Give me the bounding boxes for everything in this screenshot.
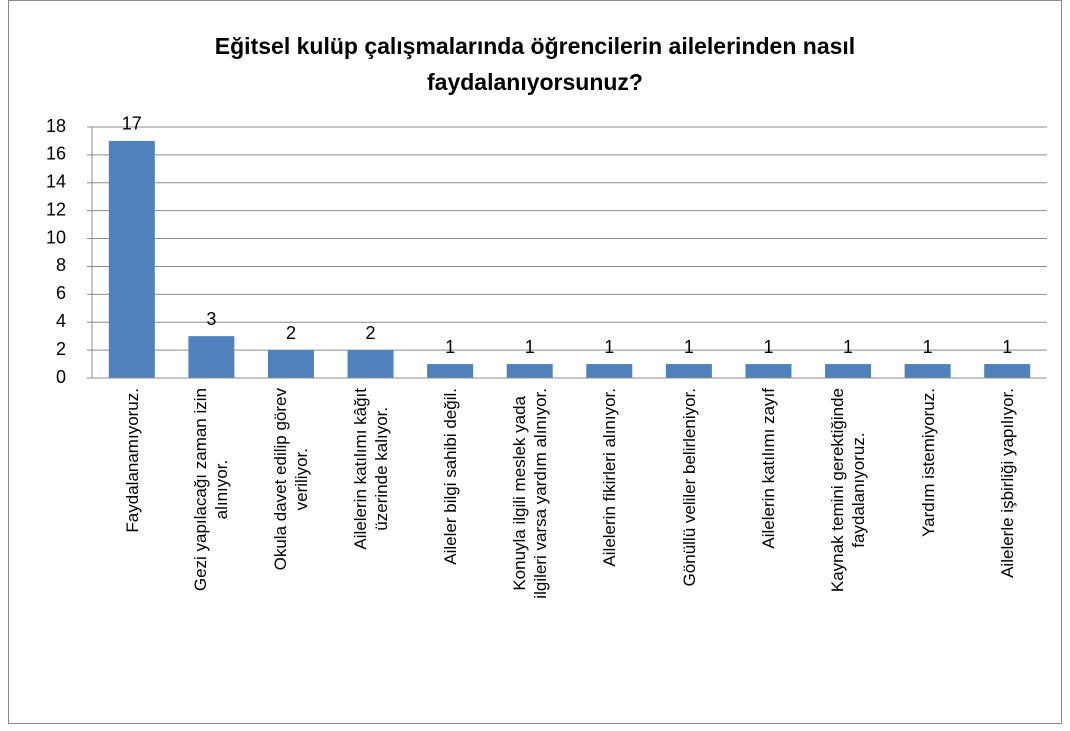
category-text: Ailelerin katılımı kâğıt üzerinde kalıyo…	[350, 388, 391, 550]
y-tick-label: 12	[46, 199, 66, 219]
x-tick-label: Yardım istemiyoruz.	[893, 388, 963, 708]
y-tick-label: 14	[46, 172, 66, 192]
y-tick-label: 8	[56, 255, 66, 275]
value-label: 1	[684, 337, 694, 357]
value-label: 1	[843, 337, 853, 357]
x-tick-label: Ailelerin katılımı kâğıt üzerinde kalıyo…	[336, 388, 406, 708]
value-label: 3	[206, 309, 216, 329]
value-label: 1	[604, 337, 614, 357]
x-tick-label: Okula davet edilip görev veriliyor.	[256, 388, 326, 708]
category-text: Konuyla ilgili meslek yada ilgileri vars…	[509, 388, 550, 599]
x-tick-label: Ailelerin katılımı zayıf	[733, 388, 803, 708]
category-text: Aileler bilgi sahibi değil.	[440, 388, 460, 565]
x-tick-label: Ailelerle işbirliği yapılıyor.	[972, 388, 1042, 708]
bar	[506, 364, 553, 378]
category-text: Ailelerin katılımı zayıf	[758, 388, 778, 549]
y-tick-label: 0	[56, 367, 66, 387]
bar	[347, 350, 394, 378]
category-text: Okula davet edilip görev veriliyor.	[270, 388, 311, 571]
x-tick-label: Faydalanamıyoruz.	[97, 388, 167, 708]
bar	[665, 364, 712, 378]
bar	[745, 364, 792, 378]
y-tick-label: 16	[46, 144, 66, 164]
x-tick-label: Gezi yapılacağı zaman izin alınıyor.	[176, 388, 246, 708]
value-label: 1	[1002, 337, 1012, 357]
bar	[586, 364, 633, 378]
bar	[904, 364, 951, 378]
value-label: 1	[923, 337, 933, 357]
x-tick-label: Aileler bilgi sahibi değil.	[415, 388, 485, 708]
y-tick-label: 2	[56, 339, 66, 359]
bar	[427, 364, 474, 378]
value-label: 1	[445, 337, 455, 357]
chart-border	[8, 0, 1062, 724]
value-label: 1	[763, 337, 773, 357]
chart-title: Eğitsel kulüp çalışmalarında öğrencileri…	[214, 33, 856, 95]
y-tick-label: 6	[56, 283, 66, 303]
category-text: Gezi yapılacağı zaman izin alınıyor.	[191, 388, 232, 592]
value-label: 2	[366, 323, 376, 343]
value-label: 1	[525, 337, 535, 357]
bar	[984, 364, 1031, 378]
category-text: Kaynak temini gerektiğinde faydalanıyoru…	[828, 388, 869, 593]
x-tick-label: Konuyla ilgili meslek yada ilgileri vars…	[495, 388, 565, 708]
y-tick-label: 4	[56, 311, 66, 331]
bar	[188, 336, 235, 378]
x-tick-label: Ailelerin fikirleri alınıyor.	[574, 388, 644, 708]
category-text: Faydalanamıyoruz.	[122, 388, 142, 533]
bar	[267, 350, 314, 378]
y-tick-label: 10	[46, 227, 66, 247]
y-tick-label: 18	[46, 116, 66, 136]
value-label: 2	[286, 323, 296, 343]
value-label: 17	[122, 114, 142, 134]
x-tick-label: Gönüllü veliler belirleniyor.	[654, 388, 724, 708]
bar	[108, 140, 155, 378]
category-text: Ailelerin fikirleri alınıyor.	[599, 388, 619, 567]
category-text: Ailelerle işbirliği yapılıyor.	[997, 388, 1017, 578]
x-tick-label: Kaynak temini gerektiğinde faydalanıyoru…	[813, 388, 883, 708]
category-text: Yardım istemiyoruz.	[918, 388, 938, 537]
bar	[825, 364, 872, 378]
category-text: Gönüllü veliler belirleniyor.	[679, 388, 699, 587]
